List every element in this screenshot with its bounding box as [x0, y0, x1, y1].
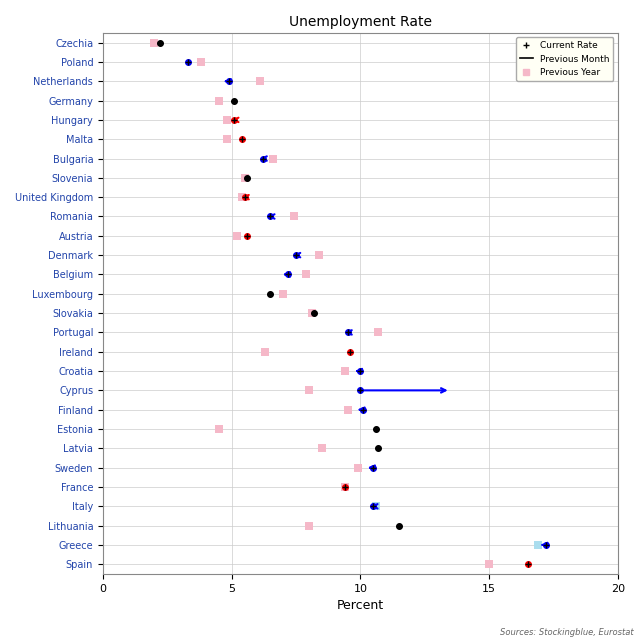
Point [304, 520, 314, 531]
X-axis label: Percent: Percent [337, 599, 384, 612]
Point [260, 347, 270, 357]
Point [533, 540, 543, 550]
Point [484, 559, 494, 570]
Point [221, 134, 232, 145]
Point [342, 404, 353, 415]
Point [317, 444, 327, 454]
Title: Unemployment Rate: Unemployment Rate [289, 15, 432, 29]
Point [196, 57, 206, 67]
Point [301, 269, 312, 280]
Point [239, 173, 250, 183]
Point [214, 424, 224, 434]
Point [373, 327, 383, 337]
Point [255, 76, 265, 86]
Point [237, 192, 247, 202]
Point [340, 366, 350, 376]
Point [232, 230, 242, 241]
Point [149, 38, 159, 48]
Point [340, 482, 350, 492]
Legend: Current Rate, Previous Month, Previous Year: Current Rate, Previous Month, Previous Y… [516, 38, 613, 81]
Point [353, 463, 363, 473]
Point [371, 501, 381, 511]
Point [214, 95, 224, 106]
Point [304, 385, 314, 396]
Point [307, 308, 317, 318]
Point [314, 250, 324, 260]
Text: Sources: Stockingblue, Eurostat: Sources: Stockingblue, Eurostat [500, 628, 634, 637]
Point [278, 289, 289, 299]
Point [268, 154, 278, 164]
Point [289, 211, 299, 221]
Point [221, 115, 232, 125]
